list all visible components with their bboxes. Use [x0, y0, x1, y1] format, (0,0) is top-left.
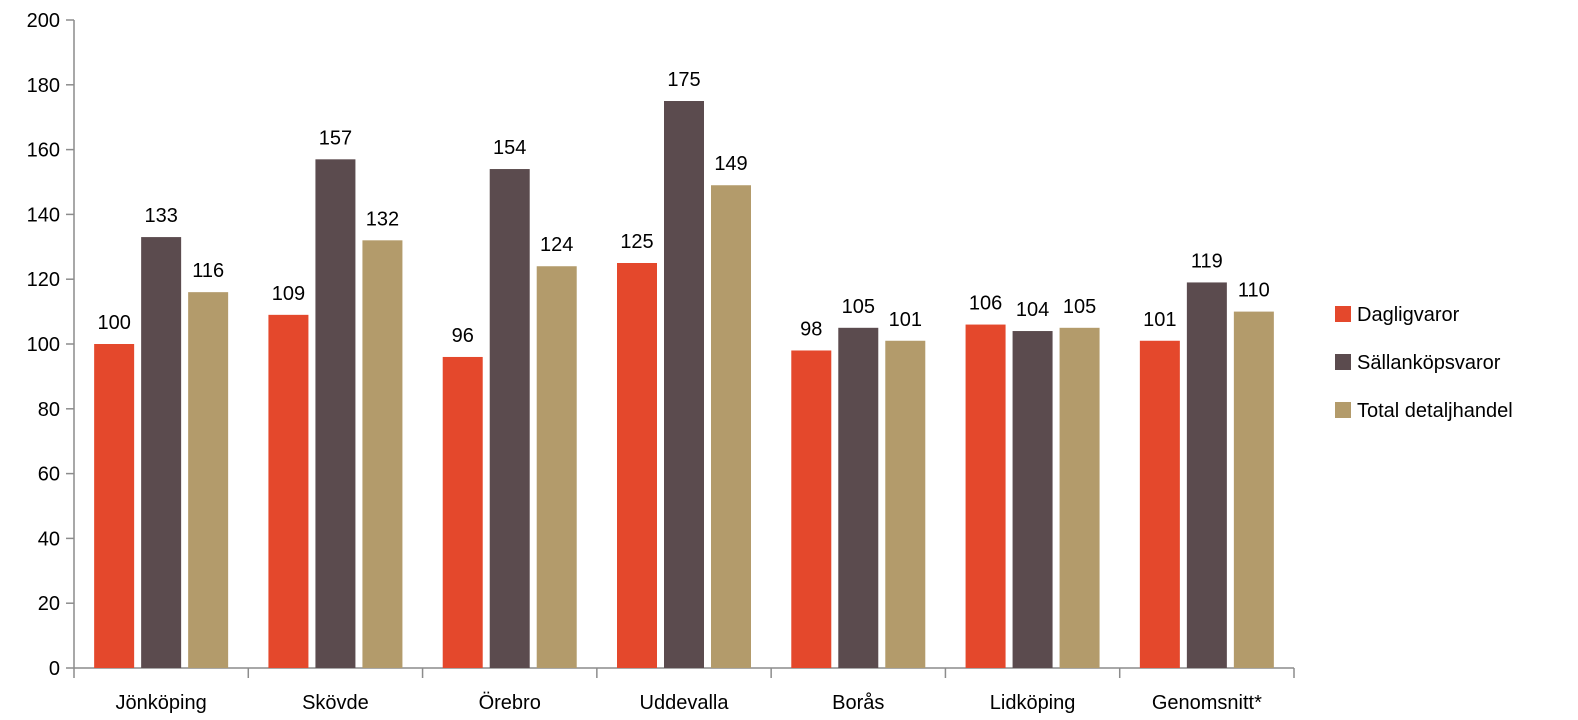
data-label: 98: [800, 318, 822, 340]
y-tick-label: 60: [38, 464, 60, 486]
legend-label: Total detaljhandel: [1357, 400, 1513, 422]
data-label: 125: [620, 231, 653, 253]
bar: [711, 185, 751, 669]
legend-label: Dagligvaror: [1357, 304, 1460, 326]
axes: 0 20 40 60 80 100 120 140 160 180 200 Jönköping Sköv…: [27, 10, 1295, 714]
bar: [1186, 282, 1227, 668]
data-label: 106: [969, 293, 1002, 315]
bar: [362, 240, 403, 668]
data-labels: 100 133 116 109 157 132 96 154 124 125 175 149 98 105…: [97, 69, 1269, 347]
legend-swatch: [1335, 306, 1351, 322]
bars: [94, 101, 1274, 669]
bar: [442, 356, 483, 668]
data-label: 119: [1191, 250, 1223, 272]
data-label: 100: [97, 312, 130, 334]
y-tick-label: 100: [27, 334, 60, 356]
data-label: 101: [889, 309, 922, 331]
data-label: 149: [714, 153, 747, 175]
y-tick-label: 20: [38, 593, 60, 615]
bar: [536, 266, 577, 668]
x-tick-label: Jönköping: [116, 692, 207, 714]
bar: [1233, 311, 1274, 668]
legend-label: Sällanköpsvaror: [1357, 352, 1501, 374]
bar: [1139, 340, 1180, 668]
bar: [268, 314, 309, 668]
y-tick-label: 200: [27, 10, 60, 32]
bar: [965, 324, 1006, 668]
bar: [838, 327, 879, 668]
data-label: 116: [192, 260, 224, 282]
x-tick-label: Uddevalla: [640, 692, 730, 714]
bar: [141, 237, 182, 668]
data-label: 124: [540, 234, 573, 256]
bar: [315, 159, 356, 668]
bar: [188, 292, 229, 668]
y-tick-label: 120: [27, 269, 60, 291]
data-label: 101: [1143, 309, 1176, 331]
x-tick-label: Skövde: [302, 692, 369, 714]
bar: [94, 344, 135, 668]
y-tick-label: 140: [27, 204, 60, 226]
legend-swatch: [1335, 402, 1351, 418]
bar: [664, 101, 704, 668]
y-tick-label: 40: [38, 528, 60, 550]
data-label: 96: [452, 325, 474, 347]
data-label: 104: [1016, 299, 1049, 321]
legend: Dagligvaror Sällanköpsvaror Total detaljha…: [1335, 304, 1513, 422]
x-tick-label: Borås: [832, 692, 884, 714]
legend-swatch: [1335, 354, 1351, 370]
data-label: 132: [366, 208, 399, 230]
bar: [791, 350, 832, 668]
data-label: 175: [667, 69, 700, 91]
data-label: 133: [144, 205, 177, 227]
y-tick-label: 160: [27, 140, 60, 162]
bar: [1059, 327, 1100, 668]
data-label: 105: [842, 296, 875, 318]
data-label: 157: [319, 127, 352, 149]
x-tick-label: Örebro: [479, 692, 541, 714]
x-tick-label: Genomsnitt*: [1152, 692, 1262, 714]
x-tick-label: Lidköping: [990, 692, 1076, 714]
data-label: 154: [493, 137, 526, 159]
y-tick-label: 180: [27, 75, 60, 97]
data-label: 105: [1063, 296, 1096, 318]
bar: [1012, 331, 1053, 668]
bar: [617, 263, 657, 668]
data-label: 110: [1238, 280, 1270, 302]
data-label: 109: [272, 283, 305, 305]
y-tick-label: 80: [38, 399, 60, 421]
y-tick-label: 0: [49, 658, 60, 680]
bar: [885, 340, 926, 668]
bar: [489, 169, 530, 669]
